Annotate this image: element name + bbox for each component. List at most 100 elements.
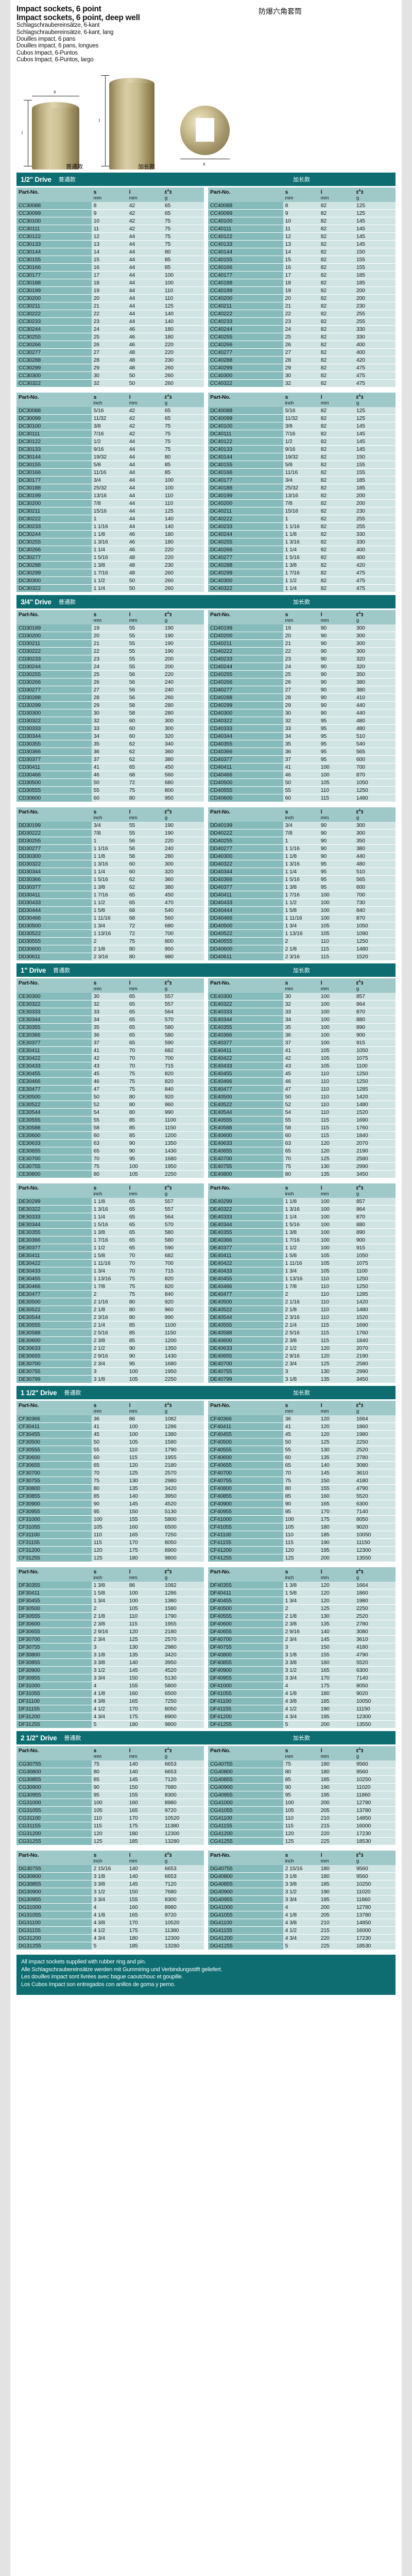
cell-part-no[interactable]: DC40133 bbox=[208, 445, 283, 453]
cell-part-no[interactable]: CG41100 bbox=[208, 1814, 283, 1822]
table-row[interactable]: DC40288 1 3/8 82 420 bbox=[208, 561, 396, 569]
cell-part-no[interactable]: DG41255 bbox=[208, 1942, 283, 1950]
cell-part-no[interactable]: DE40544 bbox=[208, 1313, 283, 1321]
table-row[interactable]: DC40122 1/2 82 145 bbox=[208, 437, 396, 446]
table-row[interactable]: DG41000 4 200 12780 bbox=[208, 1903, 396, 1911]
cell-part-no[interactable]: CC40100 bbox=[208, 217, 283, 225]
cell-part-no[interactable]: CE40633 bbox=[208, 1139, 283, 1147]
cell-part-no[interactable]: CG30800 bbox=[16, 1768, 92, 1776]
table-row[interactable]: CE30411 41 70 682 bbox=[16, 1046, 204, 1055]
cell-part-no[interactable]: DE30477 bbox=[16, 1290, 92, 1298]
cell-part-no[interactable]: DC40211 bbox=[208, 507, 283, 515]
cell-part-no[interactable]: DG30955 bbox=[16, 1895, 92, 1904]
cell-part-no[interactable]: CG41000 bbox=[208, 1799, 283, 1807]
table-row[interactable]: CC40111 11 82 145 bbox=[208, 225, 396, 233]
cell-part-no[interactable]: DF30900 bbox=[16, 1666, 92, 1674]
cell-part-no[interactable]: CE30544 bbox=[16, 1108, 92, 1116]
cell-part-no[interactable]: DF30500 bbox=[16, 1604, 92, 1613]
cell-part-no[interactable]: CG41200 bbox=[208, 1829, 283, 1838]
cell-part-no[interactable]: DC30144 bbox=[16, 453, 92, 461]
table-row[interactable]: DG31100 4 3/8 170 10520 bbox=[16, 1919, 204, 1927]
cell-part-no[interactable]: DF30655 bbox=[16, 1628, 92, 1636]
cell-part-no[interactable]: CD40244 bbox=[208, 663, 283, 671]
table-row[interactable]: CC40100 10 82 145 bbox=[208, 217, 396, 225]
table-row[interactable]: DC30244 1 1/8 46 180 bbox=[16, 530, 204, 538]
cell-part-no[interactable]: DD30300 bbox=[16, 852, 92, 860]
cell-part-no[interactable]: CD40344 bbox=[208, 732, 283, 740]
table-row[interactable]: CE30422 42 70 700 bbox=[16, 1054, 204, 1062]
table-row[interactable]: CD40222 22 90 300 bbox=[208, 647, 396, 655]
table-row[interactable]: CE40300 30 100 857 bbox=[208, 993, 396, 1001]
table-row[interactable]: CD30288 28 56 260 bbox=[16, 693, 204, 702]
cell-part-no[interactable]: CC40200 bbox=[208, 294, 283, 302]
table-row[interactable]: DC30133 9/16 44 75 bbox=[16, 445, 204, 453]
cell-part-no[interactable]: DG40900 bbox=[208, 1888, 283, 1896]
cell-part-no[interactable]: CD30300 bbox=[16, 709, 92, 717]
cell-part-no[interactable]: DE40755 bbox=[208, 1367, 283, 1376]
cell-part-no[interactable]: DG30900 bbox=[16, 1888, 92, 1896]
cell-part-no[interactable]: CF30900 bbox=[16, 1500, 92, 1508]
cell-part-no[interactable]: DD30344 bbox=[16, 868, 92, 876]
cell-part-no[interactable]: CD40377 bbox=[208, 755, 283, 764]
table-row[interactable]: DF41255 5 200 13550 bbox=[208, 1720, 396, 1728]
cell-part-no[interactable]: CD30355 bbox=[16, 740, 92, 748]
cell-part-no[interactable]: DG40755 bbox=[208, 1865, 283, 1873]
cell-part-no[interactable]: CF40655 bbox=[208, 1461, 283, 1469]
cell-part-no[interactable]: CE40588 bbox=[208, 1124, 283, 1132]
cell-part-no[interactable]: DE40555 bbox=[208, 1321, 283, 1329]
cell-part-no[interactable]: DF31200 bbox=[16, 1713, 92, 1721]
cell-part-no[interactable]: DC30255 bbox=[16, 538, 92, 546]
cell-part-no[interactable]: CC40155 bbox=[208, 256, 283, 264]
table-row[interactable]: DC30111 7/16 42 75 bbox=[16, 430, 204, 438]
cell-part-no[interactable]: CE40755 bbox=[208, 1162, 283, 1171]
table-row[interactable]: DC40099 11/32 82 125 bbox=[208, 414, 396, 422]
cell-part-no[interactable]: DG41055 bbox=[208, 1911, 283, 1919]
cell-part-no[interactable]: DD40411 bbox=[208, 891, 283, 899]
cell-part-no[interactable]: CD40299 bbox=[208, 701, 283, 709]
cell-part-no[interactable]: DC30155 bbox=[16, 461, 92, 469]
table-row[interactable]: CC30266 26 46 220 bbox=[16, 341, 204, 349]
table-row[interactable]: CC30088 8 42 65 bbox=[16, 202, 204, 210]
table-row[interactable]: CD30344 34 60 320 bbox=[16, 732, 204, 740]
cell-part-no[interactable]: CC30088 bbox=[16, 202, 92, 210]
table-row[interactable]: DE40422 1 11/16 105 1075 bbox=[208, 1259, 396, 1267]
table-row[interactable]: CC30155 15 44 85 bbox=[16, 256, 204, 264]
table-row[interactable]: DC30288 1 3/8 48 230 bbox=[16, 561, 204, 569]
cell-part-no[interactable]: DF30455 bbox=[16, 1597, 92, 1605]
table-row[interactable]: DG41255 5 225 18530 bbox=[208, 1942, 396, 1950]
table-row[interactable]: DG30800 3 1/8 140 6653 bbox=[16, 1872, 204, 1880]
table-row[interactable]: DC30088 5/16 42 65 bbox=[16, 407, 204, 415]
table-row[interactable]: DE30500 2 1/16 80 920 bbox=[16, 1298, 204, 1306]
table-row[interactable]: DC30266 1 1/4 46 220 bbox=[16, 546, 204, 554]
cell-part-no[interactable]: DC30322 bbox=[16, 584, 92, 592]
cell-part-no[interactable]: CC30099 bbox=[16, 209, 92, 217]
cell-part-no[interactable]: CG30755 bbox=[16, 1760, 92, 1768]
table-row[interactable]: CF30955 95 150 5130 bbox=[16, 1507, 204, 1516]
table-row[interactable]: CF30900 90 145 4520 bbox=[16, 1500, 204, 1508]
table-row[interactable]: DF40655 2 9/16 140 3080 bbox=[208, 1628, 396, 1636]
table-row[interactable]: DG31255 5 185 13280 bbox=[16, 1942, 204, 1950]
cell-part-no[interactable]: DE30366 bbox=[16, 1236, 92, 1244]
cell-part-no[interactable]: DE30555 bbox=[16, 1321, 92, 1329]
table-row[interactable]: CG41055 105 205 13780 bbox=[208, 1806, 396, 1815]
table-row[interactable]: DC40244 1 1/8 82 330 bbox=[208, 530, 396, 538]
table-row[interactable]: CD30600 60 80 950 bbox=[16, 794, 204, 802]
cell-part-no[interactable]: CE30366 bbox=[16, 1031, 92, 1039]
cell-part-no[interactable]: CC40244 bbox=[208, 325, 283, 333]
cell-part-no[interactable]: DC40088 bbox=[208, 407, 283, 415]
table-row[interactable]: CF30555 55 110 1790 bbox=[16, 1446, 204, 1454]
cell-part-no[interactable]: DG31100 bbox=[16, 1919, 92, 1927]
table-row[interactable]: DE40466 1 7/8 110 1250 bbox=[208, 1282, 396, 1291]
table-row[interactable]: CE40600 60 115 1840 bbox=[208, 1131, 396, 1140]
cell-part-no[interactable]: DD40466 bbox=[208, 914, 283, 922]
table-row[interactable]: CE40344 34 100 880 bbox=[208, 1015, 396, 1024]
cell-part-no[interactable]: CD30366 bbox=[16, 748, 92, 756]
table-row[interactable]: CD40411 41 100 700 bbox=[208, 763, 396, 771]
table-row[interactable]: CE30755 75 100 1950 bbox=[16, 1162, 204, 1171]
table-row[interactable]: CD30222 22 55 190 bbox=[16, 647, 204, 655]
cell-part-no[interactable]: CF30755 bbox=[16, 1477, 92, 1485]
table-row[interactable]: DF41155 4 1/2 190 11150 bbox=[208, 1705, 396, 1713]
cell-part-no[interactable]: DE30500 bbox=[16, 1298, 92, 1306]
table-row[interactable]: DD30300 1 1/8 58 280 bbox=[16, 852, 204, 860]
table-row[interactable]: DF30900 3 1/2 145 4520 bbox=[16, 1666, 204, 1674]
